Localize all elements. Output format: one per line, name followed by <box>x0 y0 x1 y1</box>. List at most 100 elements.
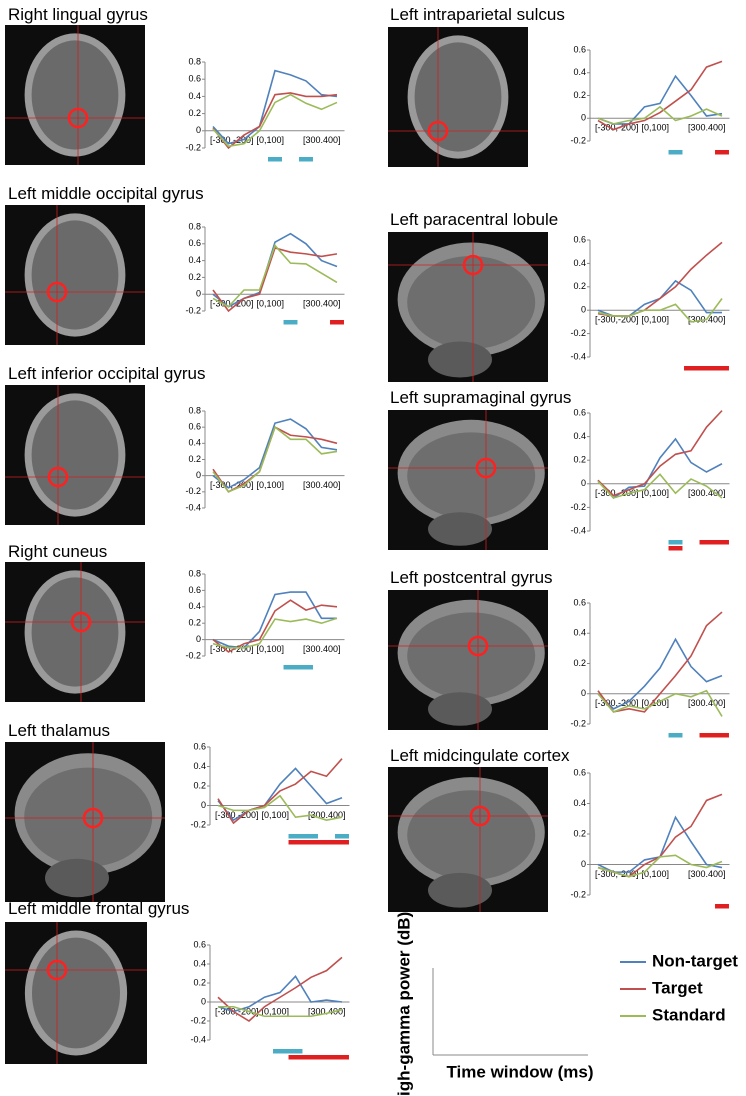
roi-marker <box>475 457 497 479</box>
panel-title: Left middle occipital gyrus <box>8 184 204 203</box>
brain-image <box>31 577 119 687</box>
panel-title: Left inferior occipital gyrus <box>8 364 205 383</box>
roi-marker <box>46 959 68 981</box>
x-tick-label: [0,100] <box>642 123 670 133</box>
series-line <box>212 247 338 313</box>
panel-title: Left paracentral lobule <box>390 210 558 229</box>
x-tick-label: [300.400] <box>688 698 726 708</box>
significance-bar <box>288 1055 349 1060</box>
series-line <box>217 767 343 822</box>
brain-image <box>31 220 119 330</box>
series-line <box>597 473 723 499</box>
panel-title: Left intraparietal sulcus <box>390 5 565 24</box>
panel-title: Left midcingulate cortex <box>390 746 570 765</box>
series-line <box>217 794 343 821</box>
series-line <box>212 243 338 308</box>
y-tick-label: 0.2 <box>573 90 586 100</box>
series-line <box>212 617 338 649</box>
series-line <box>597 410 723 497</box>
x-tick-label: [300.400] <box>688 123 726 133</box>
y-tick-label: 0.4 <box>188 601 201 611</box>
roi-marker <box>469 805 491 827</box>
y-tick-label: 0.2 <box>188 108 201 118</box>
x-tick-label: [300.400] <box>308 1006 346 1016</box>
roi-marker <box>67 107 89 129</box>
panel-title: Left supramaginal gyrus <box>390 388 571 407</box>
y-tick-label: -0.4 <box>190 1034 206 1044</box>
series-line <box>212 591 337 649</box>
y-tick-label: 0.4 <box>188 91 201 101</box>
x-tick-label: [300.400] <box>308 810 346 820</box>
y-tick-label: -0.2 <box>190 1015 206 1025</box>
roi-marker <box>467 635 489 657</box>
panel-title: Right cuneus <box>8 542 107 561</box>
y-tick-label: 0.4 <box>573 431 586 441</box>
series-line <box>597 74 723 125</box>
significance-bar <box>668 733 683 738</box>
x-tick-label: [300.400] <box>688 488 726 498</box>
x-tick-label: [300.400] <box>303 480 341 490</box>
x-tick-label: [-300,-200] <box>595 488 639 498</box>
x-tick-label: [300.400] <box>688 869 726 879</box>
y-tick-label: -0.4 <box>570 351 586 361</box>
y-tick-label: 0.4 <box>193 761 206 771</box>
y-tick-label: -0.2 <box>185 142 201 152</box>
brain-image <box>31 937 121 1049</box>
x-tick-label: [-300,-200] <box>215 1006 259 1016</box>
brain-image <box>31 400 119 510</box>
legend-label: Target <box>652 978 703 997</box>
y-tick-label: -0.2 <box>570 502 586 512</box>
brain-image <box>45 858 109 898</box>
y-tick-label: 0.4 <box>193 958 206 968</box>
significance-bar <box>299 157 313 162</box>
significance-bar <box>699 733 729 738</box>
significance-bar <box>715 150 729 155</box>
y-tick-label: 0.2 <box>573 658 586 668</box>
y-tick-label: 0 <box>581 478 586 488</box>
series-line <box>212 93 338 148</box>
significance-bar <box>283 665 313 670</box>
series-line <box>597 611 723 713</box>
significance-bar <box>715 904 729 909</box>
panel-title: Left postcentral gyrus <box>390 568 553 587</box>
panel-title: Right lingual gyrus <box>8 5 148 24</box>
x-tick-label: [0,100] <box>262 1006 290 1016</box>
y-tick-label: 0 <box>201 996 206 1006</box>
x-tick-label: [-300,-200] <box>595 698 639 708</box>
brain-image <box>407 612 536 700</box>
significance-bar <box>335 834 349 839</box>
y-tick-label: 0.8 <box>188 405 201 415</box>
x-tick-label: [0,100] <box>257 135 285 145</box>
y-tick-label: 0.2 <box>193 977 206 987</box>
series-line <box>597 854 723 878</box>
brain-image <box>428 341 492 378</box>
y-tick-label: 0.2 <box>193 780 206 790</box>
series-line <box>212 92 338 150</box>
brain-image <box>407 790 536 881</box>
brain-image <box>407 256 536 349</box>
y-tick-label: -0.4 <box>570 525 586 535</box>
y-tick-label: 0.2 <box>188 618 201 628</box>
y-tick-label: 0.4 <box>188 255 201 265</box>
significance-bar <box>273 1049 303 1054</box>
brain-image <box>428 512 492 546</box>
x-tick-label: [0,100] <box>257 644 285 654</box>
y-tick-label: -0.4 <box>185 502 201 512</box>
brain-image <box>414 42 502 152</box>
y-tick-label: 0.2 <box>573 281 586 291</box>
roi-marker <box>47 466 69 488</box>
y-tick-label: 0.6 <box>573 597 586 607</box>
series-line <box>212 599 338 653</box>
y-tick-label: 0 <box>196 470 201 480</box>
brain-image <box>31 40 119 150</box>
significance-bar <box>288 834 318 839</box>
x-axis-title: Time window (ms) <box>446 1062 593 1081</box>
significance-bar <box>268 157 282 162</box>
y-tick-label: 0.6 <box>188 422 201 432</box>
brain-image <box>24 767 153 867</box>
y-tick-label: 0.6 <box>188 74 201 84</box>
y-axis-title: High-gamma power (dB) <box>394 912 413 1096</box>
y-tick-label: 0 <box>581 688 586 698</box>
x-tick-label: [0,100] <box>257 480 285 490</box>
x-tick-label: [-300,-200] <box>215 810 259 820</box>
